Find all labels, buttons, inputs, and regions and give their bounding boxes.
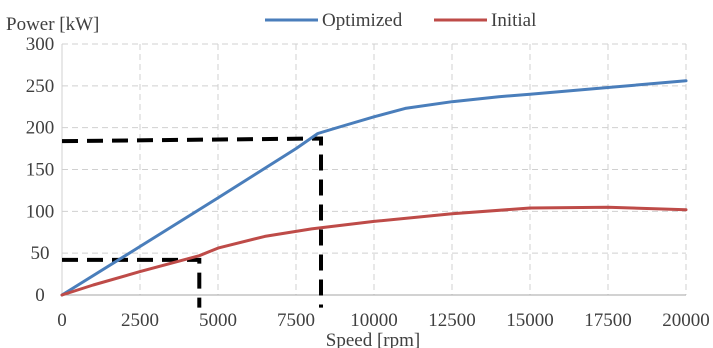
y-tick-label: 0 [35,285,45,306]
x-tick-label: 10000 [350,310,398,331]
axes [61,44,686,296]
y-tick-label: 200 [26,118,55,139]
y-tick-labels: 0 50 100 150 200 250 300 [26,34,55,306]
annotations [61,136,323,308]
legend-label-optimized: Optimized [322,10,403,31]
x-tick-label: 5000 [199,310,237,331]
x-tick-label: 0 [57,310,67,331]
y-tick-label: 250 [26,76,55,97]
dashed-guide-line [61,136,323,308]
x-tick-label: 17500 [584,310,632,331]
series-line-initial [60,205,688,297]
x-tick-label: 15000 [506,310,554,331]
y-axis-title: Power [kW] [6,14,99,35]
grid [62,43,687,295]
dashed-guide-line [62,257,202,308]
y-tick-label: 150 [26,160,55,181]
y-tick-label: 100 [26,201,55,222]
x-tick-label: 2500 [121,310,159,331]
y-tick-label: 50 [31,243,50,264]
x-tick-label: 20000 [662,310,710,331]
x-axis-title: Speed [rpm] [326,330,420,348]
legend: Optimized Initial [265,10,536,31]
x-tick-labels: 0 2500 5000 7500 10000 12500 15000 17500 20000 [57,310,710,331]
series-lines [60,79,688,297]
series-line-optimized [60,79,688,297]
y-tick-label: 300 [26,34,55,55]
legend-label-initial: Initial [491,10,536,31]
x-tick-label: 12500 [428,310,476,331]
x-tick-label: 7500 [277,310,315,331]
